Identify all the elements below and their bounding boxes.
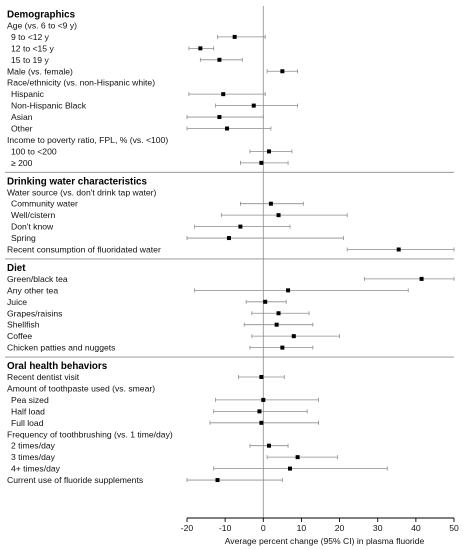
estimate-point [259,375,264,379]
estimate-point [295,455,300,460]
section-header-oral-health-behaviors: Oral health behaviors [7,361,108,372]
estimate-point [221,92,226,97]
row-label-recent-consumption-of-fluoridated-water: Recent consumption of fluoridated water [7,245,161,255]
row-label-well-cistern: Well/cistern [11,210,55,220]
row-label-community-water: Community water [11,199,78,209]
x-tick-label: 20 [335,523,345,533]
section-header-demographics: Demographics [7,10,76,21]
row-label-asian: Asian [11,112,33,122]
row-label-water-source-vs-don-t-drink-tap-water: Water source (vs. don't drink tap water) [7,187,157,197]
estimate-point [267,149,272,154]
row-label-half-load: Half load [11,406,45,416]
estimate-point [419,276,424,281]
row-label-coffee: Coffee [7,331,32,341]
x-tick-label: 0 [261,523,266,533]
x-tick-label: -10 [219,523,232,533]
row-label-age-vs-6-to-9-y: Age (vs. 6 to <9 y) [7,20,77,30]
row-label-100-to-200: 100 to <200 [11,146,57,156]
estimate-point [276,213,281,218]
row-label-juice: Juice [7,297,27,307]
row-label-full-load: Full load [11,418,44,428]
row-label-don-t-know: Don't know [11,222,54,232]
estimate-point [232,34,237,39]
row-label-9-to-12-y: 9 to <12 y [11,32,50,42]
row-label-200: ≥ 200 [11,158,33,168]
estimate-point [263,299,268,304]
estimate-point [274,322,279,327]
row-label-chicken-patties-and-nuggets: Chicken patties and nuggets [7,343,115,353]
section-header-diet: Diet [7,263,26,274]
estimate-point [238,224,243,229]
estimate-point [286,288,291,293]
x-tick-label: 10 [297,523,307,533]
x-tick-label: 50 [449,523,459,533]
estimate-point [257,409,262,414]
estimate-point [217,115,222,120]
estimate-point [267,443,272,448]
row-label-hispanic: Hispanic [11,89,45,99]
row-label-non-hispanic-black: Non-Hispanic Black [11,101,87,111]
x-tick-label: 40 [411,523,421,533]
row-label-shellfish: Shellfish [7,320,40,330]
estimate-point [198,46,203,51]
estimate-point [215,478,220,483]
row-label-any-other-tea: Any other tea [7,285,58,295]
estimate-point [276,311,281,316]
row-label-male-vs-female: Male (vs. female) [7,66,73,76]
x-tick-label: -20 [181,523,194,533]
row-label-frequency-of-toothbrushing-vs-1-time-day: Frequency of toothbrushing (vs. 1 time/d… [7,429,173,439]
row-label-current-use-of-fluoride-supplements: Current use of fluoride supplements [7,475,143,485]
estimate-point [280,69,285,74]
estimate-point [225,126,230,131]
row-label-15-to-19-y: 15 to 19 y [11,55,49,65]
estimate-point [396,247,401,252]
row-label-pea-sized: Pea sized [11,395,49,405]
row-label-2-times-day: 2 times/day [11,441,56,451]
estimate-point [287,466,292,471]
row-label-recent-dentist-visit: Recent dentist visit [7,372,80,382]
row-label-grapes-raisins: Grapes/raisins [7,308,62,318]
x-axis-title: Average percent change (95% CI) in plasm… [225,536,425,546]
row-label-green-black-tea: Green/black tea [7,274,68,284]
section-header-drinking-water-characteristics: Drinking water characteristics [7,176,147,187]
row-label-4-times-day: 4+ times/day [11,464,61,474]
estimate-point [268,201,273,206]
estimate-point [217,57,222,62]
estimate-point [251,103,256,108]
row-label-amount-of-toothpaste-used-vs-smear: Amount of toothpaste used (vs. smear) [7,383,155,393]
estimate-point [259,420,264,425]
estimate-point [226,236,231,241]
row-label-other: Other [11,124,33,134]
estimate-point [291,334,296,339]
estimate-point [261,397,266,402]
row-label-income-to-poverty-ratio-fpl-vs-100: Income to poverty ratio, FPL, % (vs. <10… [7,135,168,145]
estimate-point [280,345,285,350]
row-label-3-times-day: 3 times/day [11,452,56,462]
x-tick-label: 30 [373,523,383,533]
estimate-point [259,160,264,165]
row-label-spring: Spring [11,233,36,243]
row-label-race-ethnicity-vs-non-hispanic-white: Race/ethnicity (vs. non-Hispanic white) [7,78,155,88]
row-label-12-to-15-y: 12 to <15 y [11,43,54,53]
